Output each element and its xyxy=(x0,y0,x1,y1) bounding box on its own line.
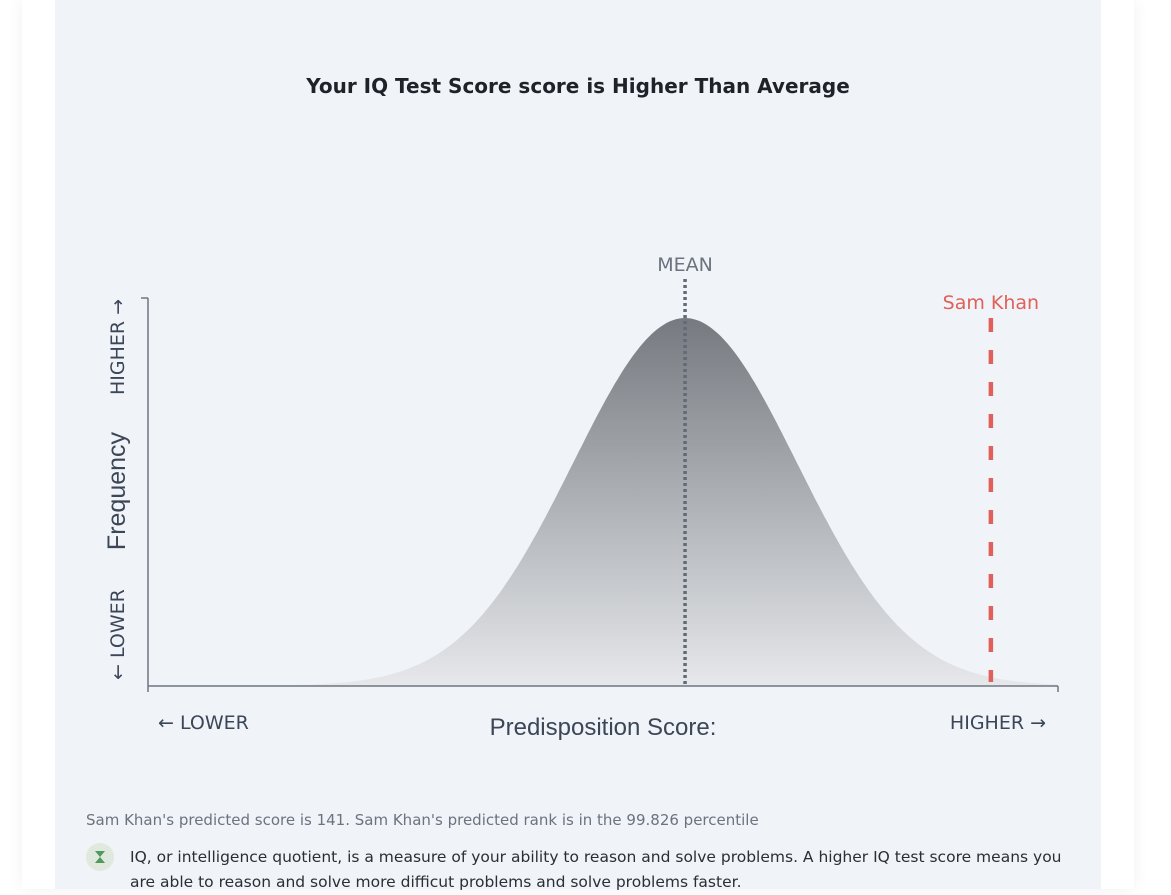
x-axis-low-label: ← LOWER xyxy=(158,712,249,734)
chart-title: Your IQ Test Score score is Higher Than … xyxy=(306,74,850,98)
score-summary: Sam Khan's predicted score is 141. Sam K… xyxy=(86,811,759,829)
y-axis-low-label: ← LOWER xyxy=(107,589,129,680)
distribution-chart: MEAN Sam Khan ← LOWER HIGHER → Predispos… xyxy=(103,254,1059,741)
x-axis-high-label: HIGHER → xyxy=(950,712,1046,734)
iq-description: IQ, or intelligence quotient, is a measu… xyxy=(130,848,1062,891)
hourglass-icon xyxy=(86,843,114,871)
mean-marker-label: MEAN xyxy=(657,254,713,276)
x-axis-title: Predisposition Score: xyxy=(490,714,717,741)
chart-panel: Your IQ Test Score score is Higher Than … xyxy=(55,0,1101,889)
user-score-marker-label: Sam Khan xyxy=(943,292,1039,314)
y-axis-title: Frequency xyxy=(103,431,131,550)
y-axis-high-label: HIGHER → xyxy=(107,299,129,395)
distribution-curve xyxy=(148,318,1058,686)
